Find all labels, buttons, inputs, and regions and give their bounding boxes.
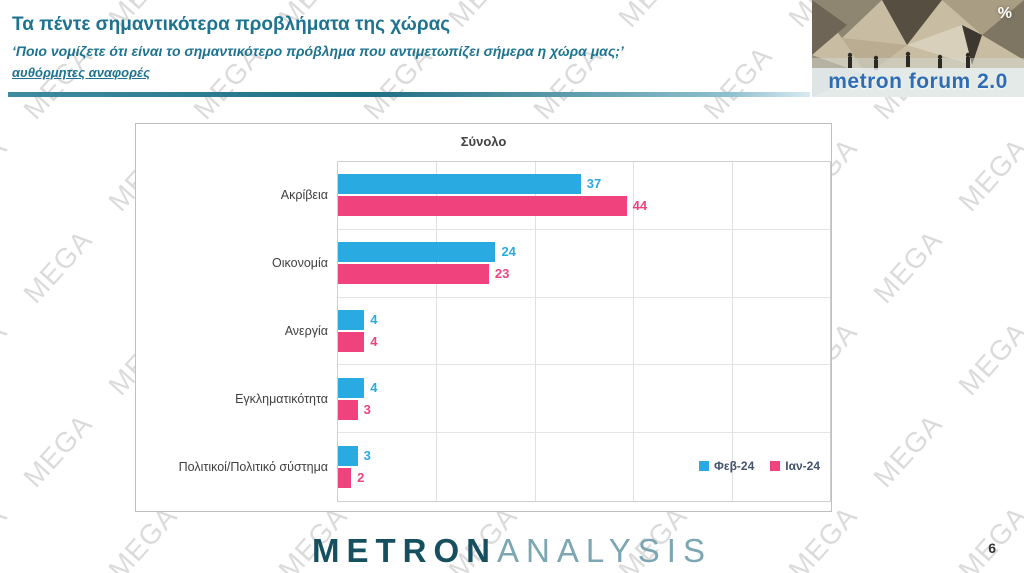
bar-Φεβ-24 (338, 242, 496, 263)
bar-value: 44 (632, 198, 648, 214)
bar-Ιαν-24 (338, 196, 627, 217)
bar-value: 23 (494, 266, 510, 282)
legend-item: Φεβ-24 (699, 459, 754, 473)
bar-Φεβ-24 (338, 377, 365, 398)
mosaic-photo-graphic (812, 0, 1024, 97)
chart-row: Εγκληματικότητα 4 3 (235, 365, 830, 434)
slide-header: Τα πέντε σημαντικότερα προβλήματα της χώ… (12, 12, 802, 83)
watermark-text: MEGA (0, 132, 14, 218)
chart-row: Ανεργία 4 4 (285, 298, 830, 366)
legend-item: Ιαν-24 (770, 459, 820, 473)
slide-title: Τα πέντε σημαντικότερα προβλήματα της χώ… (12, 14, 451, 35)
watermark-text: MEGA (867, 224, 949, 310)
chart-row: Οικονομία 24 23 (272, 230, 830, 298)
plot-area: Φεβ-24 Ιαν-24 Ακρίβεια 37 44 Οικονομία 24 23 Αν… (179, 161, 831, 502)
logo-metron: METRON (312, 532, 498, 569)
category-label: Ακρίβεια (280, 188, 328, 203)
slide-subtitle: ‘Ποιο νομίζετε ότι είναι το σημαντικότερ… (12, 43, 624, 59)
gridline (534, 162, 536, 501)
watermark-text: MEGA (952, 132, 1024, 218)
bar-Φεβ-24 (338, 309, 365, 330)
gridline (633, 162, 635, 501)
header-divider (8, 92, 810, 97)
bar-value: 3 (363, 401, 371, 417)
category-label: Εγκληματικότητα (235, 391, 328, 406)
watermark-text: MEGA (0, 316, 14, 402)
bar-value: 4 (370, 379, 378, 395)
metron-forum-text: metron forum 2.0 (828, 70, 1008, 93)
bar-value: 2 (357, 470, 365, 486)
slide-note: αυθόρμητες αναφορές (12, 65, 151, 80)
bar-Ιαν-24 (338, 264, 489, 285)
category-label: Πολιτικοί/Πολιτικό σύστημα (178, 460, 328, 475)
bar-value: 3 (363, 448, 371, 464)
metron-analysis-logo: METRONANALYSIS (0, 532, 1024, 570)
watermark-text: MEGA (867, 408, 949, 494)
legend-swatch (699, 461, 710, 471)
percent-sign: % (997, 5, 1012, 22)
legend-label: Φεβ-24 (714, 459, 755, 473)
chart-row: Ακρίβεια 37 44 (281, 162, 830, 230)
page-number: 6 (988, 540, 996, 556)
watermark-text: MEGA (952, 316, 1024, 402)
bar-Φεβ-24 (338, 446, 358, 467)
legend-label: Ιαν-24 (785, 459, 820, 473)
watermark-text: MEGA (17, 224, 99, 310)
bar-value: 4 (370, 311, 378, 327)
chart-card: Σύνολο Φεβ-24 Ιαν-24 Ακρίβεια 37 44 Οικονομί… (135, 123, 832, 512)
chart-title: Σύνολο (460, 134, 507, 149)
legend-swatch (770, 461, 781, 471)
metron-forum-logo: % metron forum 2.0 (812, 0, 1024, 97)
watermark-text: MEGA (17, 408, 99, 494)
gridline (436, 162, 438, 501)
category-label: Ανεργία (284, 323, 328, 338)
chart-row: Πολιτικοί/Πολιτικό σύστημα 3 2 (179, 433, 830, 501)
bar-value: 24 (501, 244, 516, 260)
category-label: Οικονομία (272, 256, 328, 271)
chart-legend: Φεβ-24 Ιαν-24 (699, 459, 820, 473)
bar-value: 37 (586, 176, 602, 192)
gridline (731, 162, 733, 501)
bar-Φεβ-24 (338, 174, 581, 195)
bar-Ιαν-24 (338, 399, 358, 420)
bar-value: 4 (370, 333, 378, 349)
bar-Ιαν-24 (338, 331, 365, 352)
bar-Ιαν-24 (338, 468, 352, 489)
logo-analysis: ANALYSIS (497, 532, 712, 569)
